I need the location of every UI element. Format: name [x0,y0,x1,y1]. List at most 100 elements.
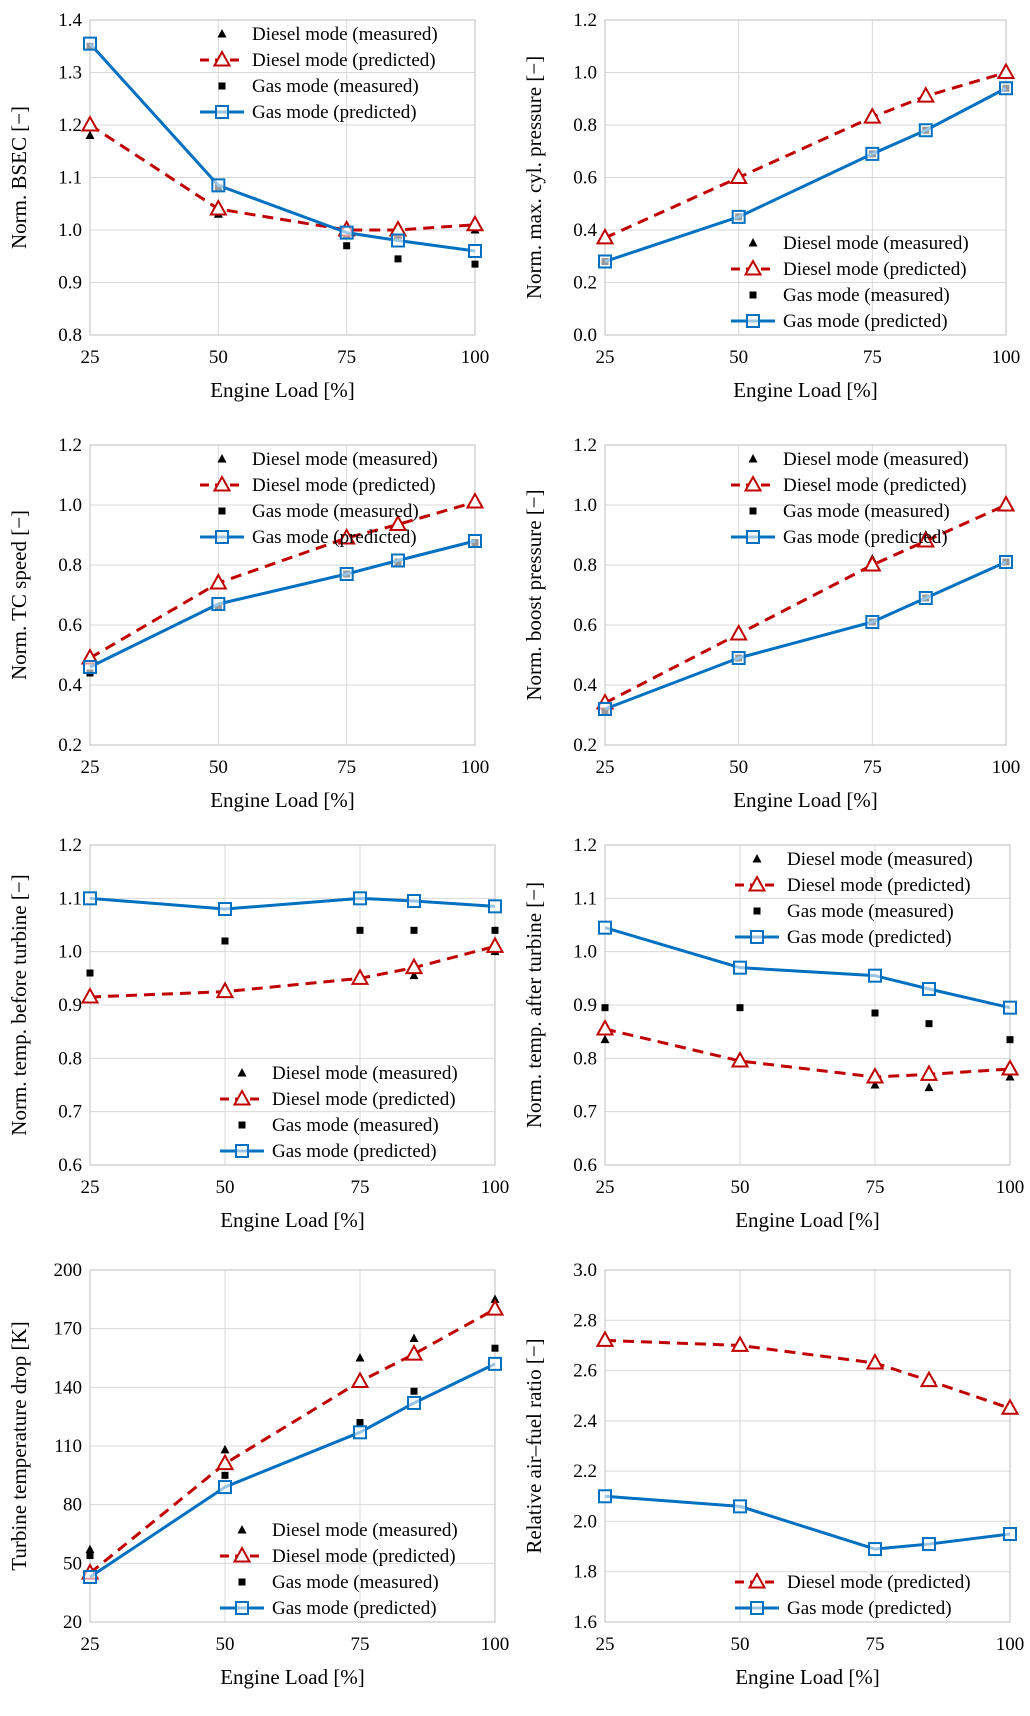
data-point [733,960,747,975]
legend-marker [743,474,763,492]
y-tick-label: 3.0 [573,1260,597,1281]
data-point [211,178,226,193]
data-point [919,1064,939,1081]
data-point [1003,1527,1017,1541]
y-tick-label: 1.0 [58,495,82,516]
predicted-series [595,62,1016,245]
data-point [1006,1036,1014,1044]
data-point [410,1387,418,1395]
x-tick-label: 50 [209,757,228,778]
plot-frame [604,1269,1011,1623]
predicted-series [598,81,1013,269]
data-point [731,209,746,224]
data-point [337,527,356,545]
legend-marker [237,1525,247,1534]
data-point [209,198,228,216]
x-tick-label: 75 [866,1177,885,1198]
measured-series [85,1294,500,1554]
data-point [865,1352,885,1370]
legend-marker [747,1571,767,1589]
data-point [465,214,485,232]
legend-label: Gas mode (measured) [783,501,950,522]
x-axis-label: Engine Load [%] [733,788,878,812]
legend-label: Diesel mode (predicted) [783,475,967,496]
y-axis-label: Norm. TC speed [−] [7,510,31,680]
y-tick-label: 1.2 [573,10,597,31]
y-tick-label: 0.6 [573,168,597,189]
data-point [220,1444,230,1454]
legend-marker [235,1601,249,1615]
predicted-series [598,1489,1017,1557]
legend-label: Gas mode (measured) [783,285,950,306]
x-tick-label: 25 [81,1634,100,1655]
y-tick-label: 1.2 [573,835,597,856]
legend-label: Diesel mode (predicted) [787,1572,971,1593]
y-axis-label: Norm. BSEC [−] [7,106,31,249]
y-tick-label: 0.2 [573,273,597,294]
y-tick-label: 0.9 [573,995,597,1016]
data-point [598,702,612,716]
data-point [1000,1058,1020,1076]
data-point [218,902,232,916]
data-point [865,1066,885,1084]
y-tick-label: 0.8 [58,1048,82,1069]
data-point [215,981,235,999]
series-line [604,1027,1011,1079]
data-point [356,926,364,934]
legend-marker [212,49,232,67]
legend: Diesel mode (measured) Diesel mode (predi… [200,449,438,548]
data-point [730,1335,750,1352]
y-tick-label: 1.8 [573,1562,597,1583]
y-tick-label: 0.6 [58,615,82,636]
data-point [868,1542,882,1557]
data-point [485,936,505,953]
data-point [391,553,405,568]
data-point [490,1294,500,1303]
data-point [870,1080,880,1089]
data-point [409,1333,419,1342]
legend: Diesel mode (measured) Diesel mode (predi… [735,849,973,948]
y-tick-label: 1.1 [573,888,597,909]
y-tick-label: 0.8 [573,1048,597,1069]
plot-frame [89,844,496,1166]
y-tick-label: 1.1 [58,168,82,189]
data-point [339,567,354,581]
y-tick-label: 0.2 [58,735,82,756]
data-point [485,1299,505,1316]
y-tick-label: 0.8 [573,115,597,136]
x-tick-label: 50 [729,757,748,778]
data-point [918,591,933,605]
measured-series [601,558,1010,716]
data-point [601,1004,609,1012]
legend-marker [218,507,226,515]
data-point [730,1050,750,1068]
legend: Diesel mode (measured) Diesel mode (predi… [220,1520,458,1619]
predicted-series [83,891,502,916]
y-axis-label: Norm. temp. after turbine [−] [522,882,546,1128]
legend-label: Gas mode (predicted) [252,102,417,123]
x-tick-label: 75 [866,1634,885,1655]
y-tick-label: 1.2 [58,835,82,856]
legend-label: Gas mode (predicted) [783,311,948,332]
legend: Diesel mode (measured) Diesel mode (predi… [731,233,969,332]
data-point [595,1018,615,1036]
data-point [863,107,882,124]
x-tick-label: 25 [81,347,100,368]
y-tick-label: 140 [54,1377,83,1398]
legend-label: Diesel mode (predicted) [787,875,971,896]
plot-frame [604,19,1007,336]
data-point [922,1537,936,1552]
y-tick-label: 0.7 [58,1102,82,1123]
chart-3: 0.2 0.4 0.6 0.8 1.0 1.2 25 50 75 100 Engine Load [… [7,435,489,812]
x-tick-label: 50 [731,1634,750,1655]
data-point [388,514,408,531]
predicted-series [598,920,1017,1015]
predicted-series [595,1018,1020,1084]
data-point [922,982,936,996]
data-point [80,114,100,132]
legend-marker [749,507,757,515]
predicted-series [598,555,1013,716]
x-tick-label: 100 [481,1634,510,1655]
y-tick-label: 0.4 [58,675,82,696]
data-point [1005,1072,1015,1081]
